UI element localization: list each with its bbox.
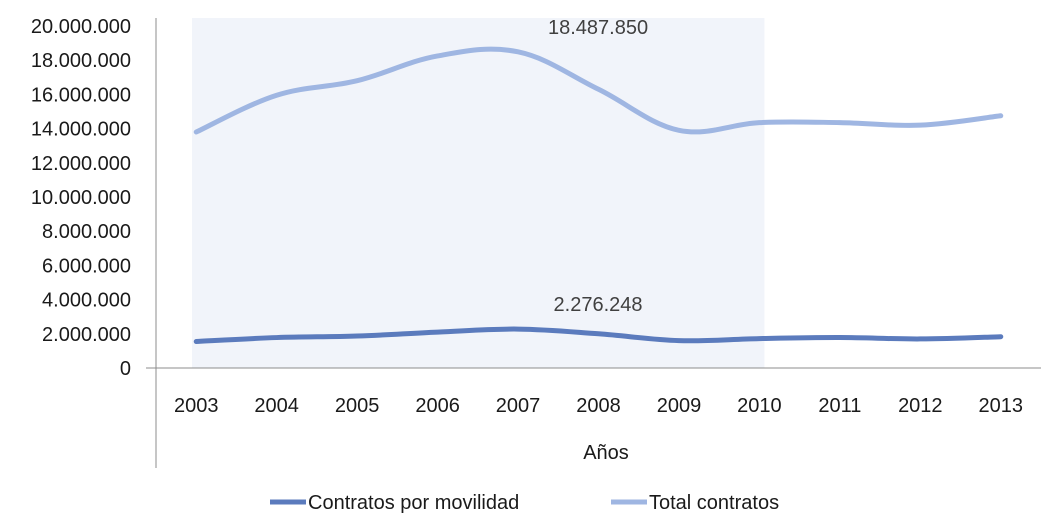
legend-label: Contratos por movilidad [308,492,519,514]
y-tick-label: 12.000.000 [31,153,131,175]
axes [146,18,1041,468]
x-tick-label: 2013 [979,395,1024,417]
x-axis-title: Años [583,442,629,464]
highlight-band [192,18,765,368]
y-tick-label: 0 [120,358,131,380]
x-tick-label: 2005 [335,395,380,417]
x-tick-label: 2006 [415,395,460,417]
y-tick-label: 14.000.000 [31,119,131,141]
legend-label: Total contratos [649,492,779,514]
x-axis-ticks: 2003 2004 2005 2006 2007 2008 2009 2010 2011 2012… [174,395,1023,417]
y-tick-label: 2.000.000 [42,324,131,346]
data-label: 18.487.850 [548,17,648,39]
x-tick-label: 2007 [496,395,541,417]
y-tick-label: 6.000.000 [42,255,131,277]
data-label: 2.276.248 [554,294,643,316]
y-tick-label: 18.000.000 [31,50,131,72]
y-tick-label: 10.000.000 [31,187,131,209]
y-tick-label: 4.000.000 [42,290,131,312]
series-lines [193,46,1004,344]
x-tick-label: 2011 [818,395,861,417]
x-tick-label: 2010 [737,395,782,417]
x-tick-label: 2008 [576,395,621,417]
x-tick-label: 2009 [657,395,702,417]
data-annotations: 2.276.248 18.487.850 [548,17,648,316]
series-line-1 [193,46,1004,135]
x-tick-label: 2012 [898,395,943,417]
x-tick-label: 2004 [254,395,299,417]
y-tick-label: 16.000.000 [31,84,131,106]
x-tick-label: 2003 [174,395,219,417]
y-axis-ticks: 0 2.000.000 4.000.000 6.000.000 8.000.000 10.… [31,16,131,380]
legend: Contratos por movilidad Total contratos [270,492,779,514]
y-tick-label: 8.000.000 [42,221,131,243]
series-line-0 [193,326,1004,344]
y-tick-label: 20.000.000 [31,16,131,38]
